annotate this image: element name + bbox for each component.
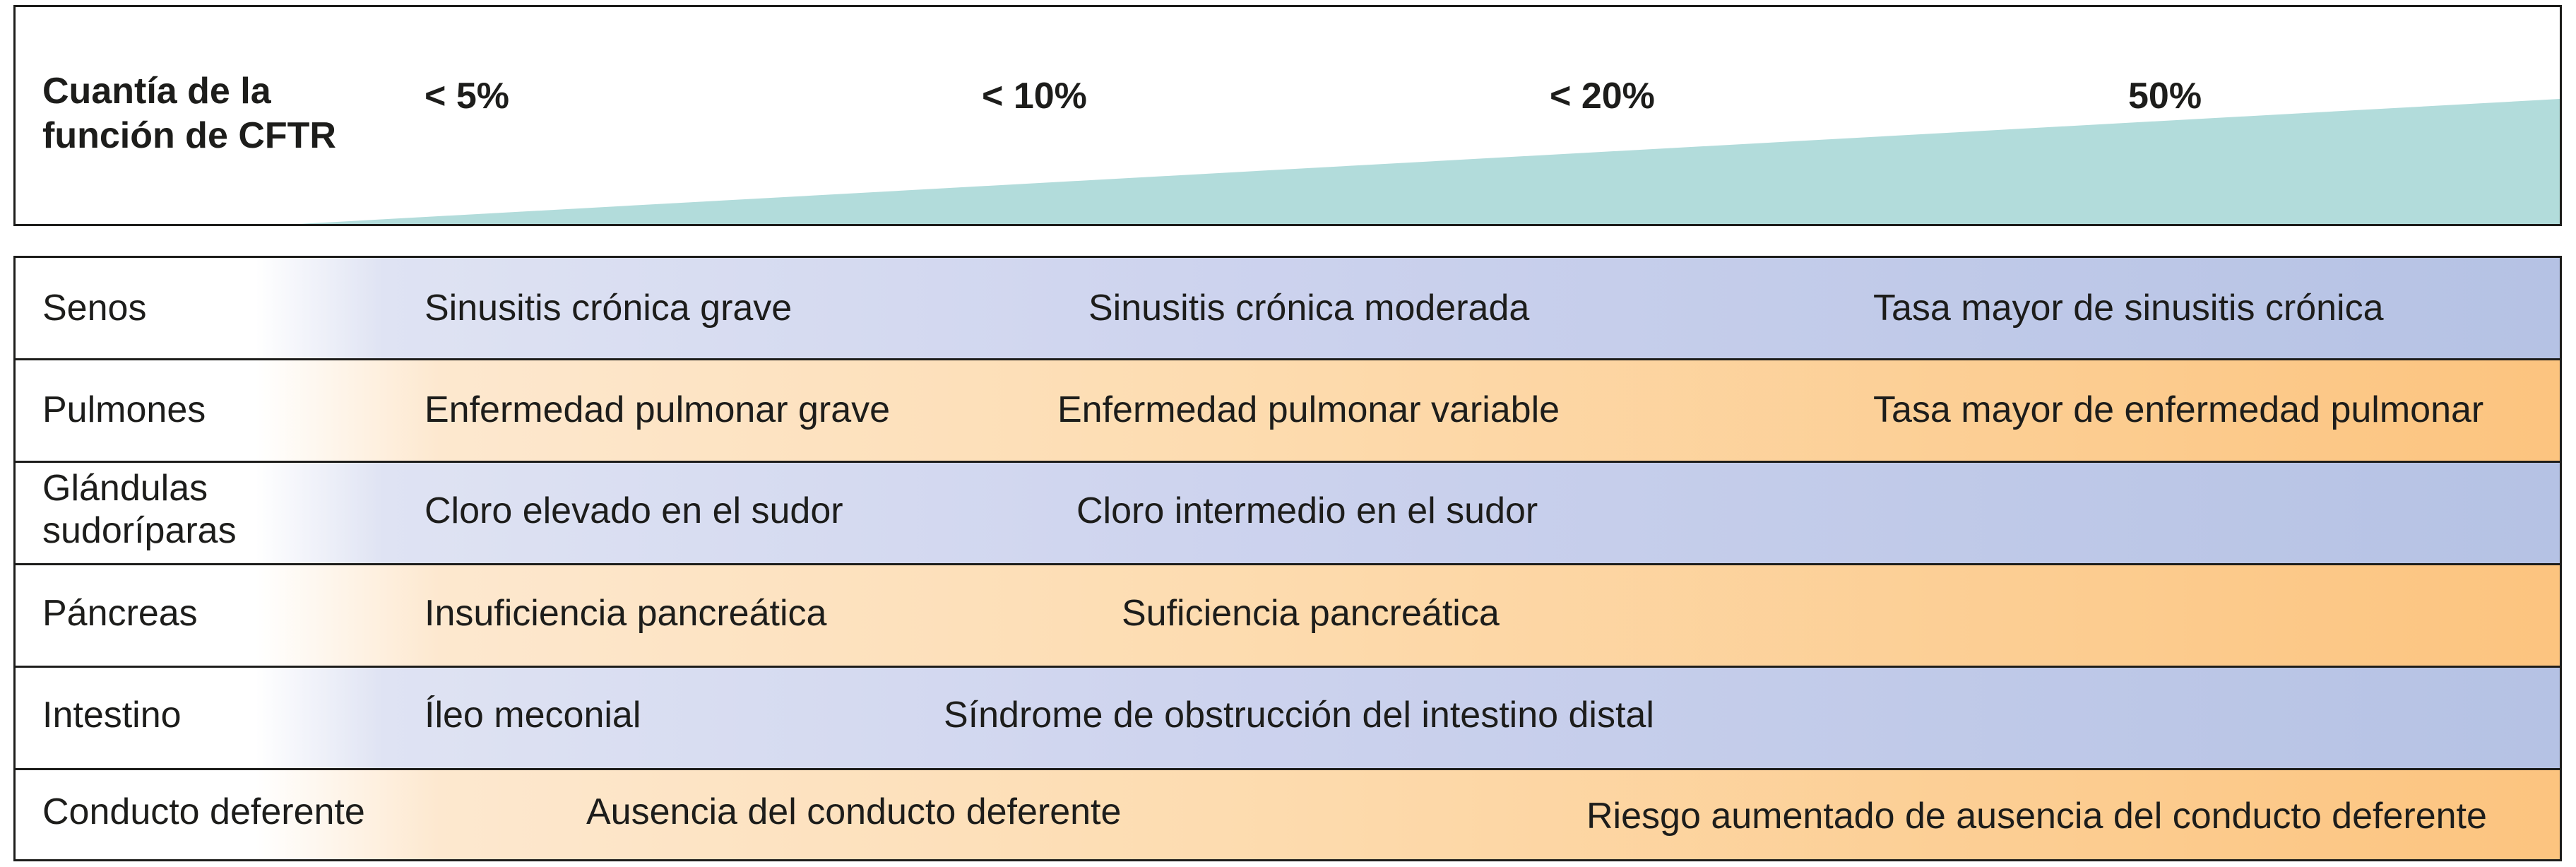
manifestation-cell: Insuficiencia pancreática	[425, 593, 827, 634]
organ-label: Glándulas sudoríparas	[42, 467, 237, 552]
manifestation-cell: Cloro intermedio en el sudor	[1076, 490, 1538, 531]
manifestation-cell: Suficiencia pancreática	[1122, 593, 1500, 634]
table-row-pulmones: Pulmones Enfermedad pulmonar grave Enfer…	[16, 360, 2560, 461]
row-divider	[16, 563, 2560, 565]
row-divider	[16, 461, 2560, 463]
header-title-line1: Cuantía de la	[42, 71, 271, 112]
manifestation-cell: Ausencia del conducto deferente	[586, 791, 1122, 832]
row-divider	[16, 768, 2560, 770]
cftr-function-wedge	[298, 99, 2560, 224]
organ-label-line2: sudoríparas	[42, 510, 237, 551]
table-row-glandulas-sudoriparas: Glándulas sudoríparas Cloro elevado en e…	[16, 463, 2560, 563]
organ-label: Páncreas	[42, 593, 198, 634]
manifestation-cell: Sinusitis crónica grave	[425, 288, 793, 329]
level-label: 50%	[2128, 76, 2202, 117]
table-row-senos: Senos Sinusitis crónica grave Sinusitis …	[16, 258, 2560, 358]
header-title-line2: función de CFTR	[42, 115, 336, 156]
organ-manifestations-table: Senos Sinusitis crónica grave Sinusitis …	[13, 256, 2562, 861]
organ-label: Senos	[42, 288, 147, 329]
manifestation-cell: Cloro elevado en el sudor	[425, 490, 843, 531]
manifestation-cell: Riesgo aumentado de ausencia del conduct…	[1586, 796, 2487, 837]
manifestation-cell: Tasa mayor de enfermedad pulmonar	[1873, 389, 2484, 430]
row-divider	[16, 358, 2560, 360]
wedge-shape	[298, 99, 2560, 224]
table-row-conducto-deferente: Conducto deferente Ausencia del conducto…	[16, 770, 2560, 859]
level-label: < 20%	[1550, 76, 1655, 117]
organ-label: Conducto deferente	[42, 791, 365, 832]
manifestation-cell: Sinusitis crónica moderada	[1088, 288, 1530, 329]
manifestation-cell: Enfermedad pulmonar grave	[425, 389, 891, 430]
organ-label-line1: Glándulas	[42, 468, 208, 509]
level-label: < 10%	[982, 76, 1087, 117]
manifestation-cell: Íleo meconial	[425, 695, 641, 736]
organ-label: Intestino	[42, 695, 182, 736]
level-label: < 5%	[425, 76, 509, 117]
row-divider	[16, 666, 2560, 668]
manifestation-cell: Síndrome de obstrucción del intestino di…	[944, 695, 1654, 736]
manifestation-cell: Tasa mayor de sinusitis crónica	[1873, 288, 2384, 329]
table-row-pancreas: Páncreas Insuficiencia pancreática Sufic…	[16, 565, 2560, 666]
organ-label: Pulmones	[42, 389, 206, 430]
cftr-function-header: Cuantía de la función de CFTR < 5% < 10%…	[13, 5, 2562, 226]
table-row-intestino: Intestino Íleo meconial Síndrome de obst…	[16, 668, 2560, 768]
header-title: Cuantía de la función de CFTR	[42, 69, 336, 158]
manifestation-cell: Enfermedad pulmonar variable	[1057, 389, 1560, 430]
